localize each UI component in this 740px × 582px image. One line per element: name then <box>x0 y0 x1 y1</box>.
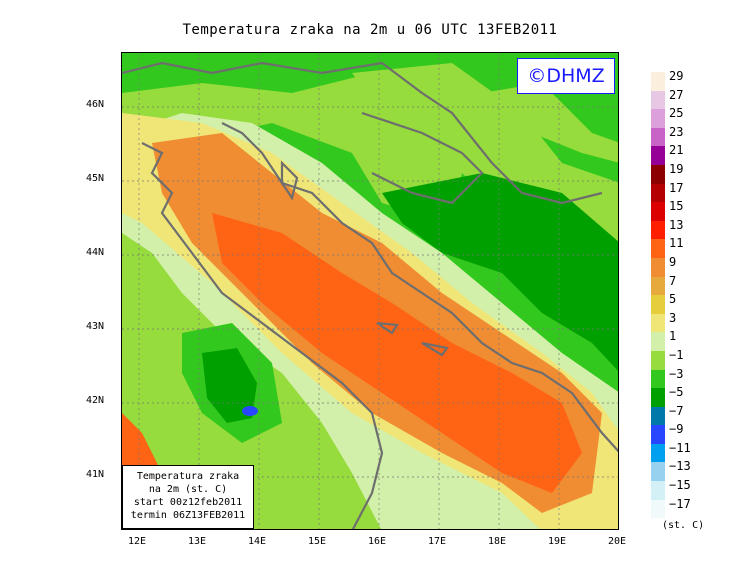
legend-swatch <box>651 90 665 110</box>
info-line-1: Temperatura zraka <box>136 471 240 482</box>
legend-label: 5 <box>669 292 677 307</box>
legend-label: 21 <box>669 143 684 158</box>
legend-swatch <box>651 462 665 482</box>
lat-label: 45N <box>86 173 105 184</box>
legend-label: −15 <box>669 478 691 493</box>
legend-label: −13 <box>669 459 691 474</box>
legend-swatch <box>651 109 665 128</box>
legend-label: 15 <box>669 199 684 214</box>
lat-label: 44N <box>86 247 105 258</box>
legend-label: 19 <box>669 161 684 176</box>
legend-swatch <box>651 443 665 463</box>
info-line-2: na 2m (st. C) <box>148 484 228 495</box>
legend-label: −17 <box>669 496 691 511</box>
legend-swatch <box>651 295 665 314</box>
legend-swatch <box>651 257 665 277</box>
legend-swatch <box>651 127 665 147</box>
info-line-4: termin 06Z13FEB2011 <box>130 510 246 521</box>
legend-swatch <box>651 164 665 184</box>
lat-label: 43N <box>86 321 105 332</box>
legend-label: 17 <box>669 180 684 195</box>
lat-label: 46N <box>86 99 105 110</box>
lon-label: 14E <box>248 536 267 547</box>
legend-label: 25 <box>669 106 684 121</box>
legend-swatch <box>651 146 665 165</box>
warm-core <box>212 213 582 493</box>
legend-label: 27 <box>669 87 684 102</box>
legend-label: −9 <box>669 422 684 437</box>
legend-swatch <box>651 388 665 407</box>
legend-label: 23 <box>669 124 684 139</box>
legend-swatch <box>651 313 665 333</box>
legend-swatch <box>651 239 665 258</box>
temperature-map <box>121 52 619 530</box>
legend-label: 9 <box>669 254 677 269</box>
legend-swatch <box>651 220 665 240</box>
legend-label: −11 <box>669 440 691 455</box>
legend-swatch <box>651 183 665 203</box>
lat-label: 42N <box>86 395 105 406</box>
dhmz-watermark: ©DHMZ <box>517 58 615 94</box>
legend-label: −3 <box>669 366 684 381</box>
lon-label: 13E <box>188 536 207 547</box>
lon-label: 15E <box>308 536 327 547</box>
legend-label: −5 <box>669 385 684 400</box>
legend-swatch <box>651 72 665 91</box>
legend-label: 3 <box>669 310 677 325</box>
legend-label: 1 <box>669 329 677 344</box>
legend-label: −7 <box>669 403 684 418</box>
legend-label: −1 <box>669 347 684 362</box>
lon-label: 18E <box>488 536 507 547</box>
light-green-zone <box>122 73 462 223</box>
legend-swatch <box>651 425 665 444</box>
legend-swatch <box>651 350 665 370</box>
legend-label: 29 <box>669 69 684 83</box>
lon-label: 17E <box>428 536 447 547</box>
graticule <box>122 53 618 529</box>
legend-swatch <box>651 276 665 296</box>
map-title: Temperatura zraka na 2m u 06 UTC 13FEB20… <box>182 22 558 38</box>
info-box: Temperatura zraka na 2m (st. C) start 00… <box>122 465 254 529</box>
lon-label: 12E <box>128 536 147 547</box>
lon-label: 16E <box>368 536 387 547</box>
legend-swatch <box>651 499 665 519</box>
legend-swatch <box>651 332 665 351</box>
legend-label: 13 <box>669 217 684 232</box>
lon-label: 20E <box>608 536 627 547</box>
temperature-field <box>122 53 618 529</box>
legend-swatch <box>651 369 665 389</box>
legend-label: 7 <box>669 273 677 288</box>
lat-label: 41N <box>86 469 105 480</box>
legend-label: 11 <box>669 236 684 251</box>
lon-label: 19E <box>548 536 567 547</box>
legend-swatch <box>651 202 665 221</box>
info-line-3: start 00z12feb2011 <box>133 497 243 508</box>
legend-swatch <box>651 406 665 426</box>
dark-green-zone <box>382 173 618 371</box>
coastlines <box>122 61 618 529</box>
legend-swatch <box>651 481 665 500</box>
cold-spot <box>242 406 258 416</box>
legend-unit: (st. C) <box>662 520 705 531</box>
